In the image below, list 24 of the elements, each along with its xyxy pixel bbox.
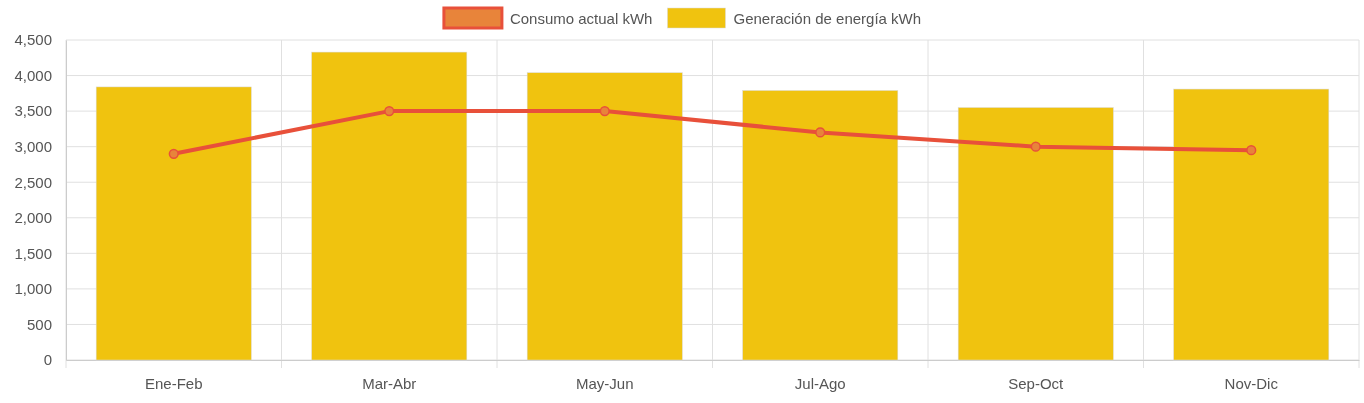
x-tick-label: Mar-Abr: [362, 374, 417, 392]
y-tick-label: 3,500: [14, 102, 52, 120]
legend-label: Generación de energía kWh: [733, 10, 922, 27]
x-tick-label: May-Jun: [575, 374, 634, 392]
point: [1030, 141, 1041, 152]
point: [1246, 145, 1257, 156]
y-tick-label: 0: [43, 351, 52, 369]
y-tick-label: 1,000: [14, 280, 52, 298]
y-tick-label: 4,500: [14, 31, 52, 49]
x-tick-label: Jul-Ago: [794, 374, 846, 392]
point: [599, 106, 610, 117]
point: [815, 127, 826, 138]
y-tick-label: 3,000: [14, 137, 52, 155]
point: [168, 148, 179, 159]
y-tick-label: 4,000: [14, 66, 52, 84]
y-tick-label: 500: [26, 315, 52, 333]
point: [384, 106, 395, 117]
x-tick-label: Nov-Dic: [1224, 374, 1279, 392]
x-tick-label: Ene-Feb: [144, 374, 203, 392]
x-tick-label: Sep-Oct: [1008, 374, 1065, 392]
y-tick-label: 2,500: [14, 173, 52, 191]
y-tick-label: 1,500: [14, 244, 52, 262]
y-tick-label: 2,000: [14, 209, 52, 227]
legend-label: Consumo actual kWh: [509, 10, 653, 27]
